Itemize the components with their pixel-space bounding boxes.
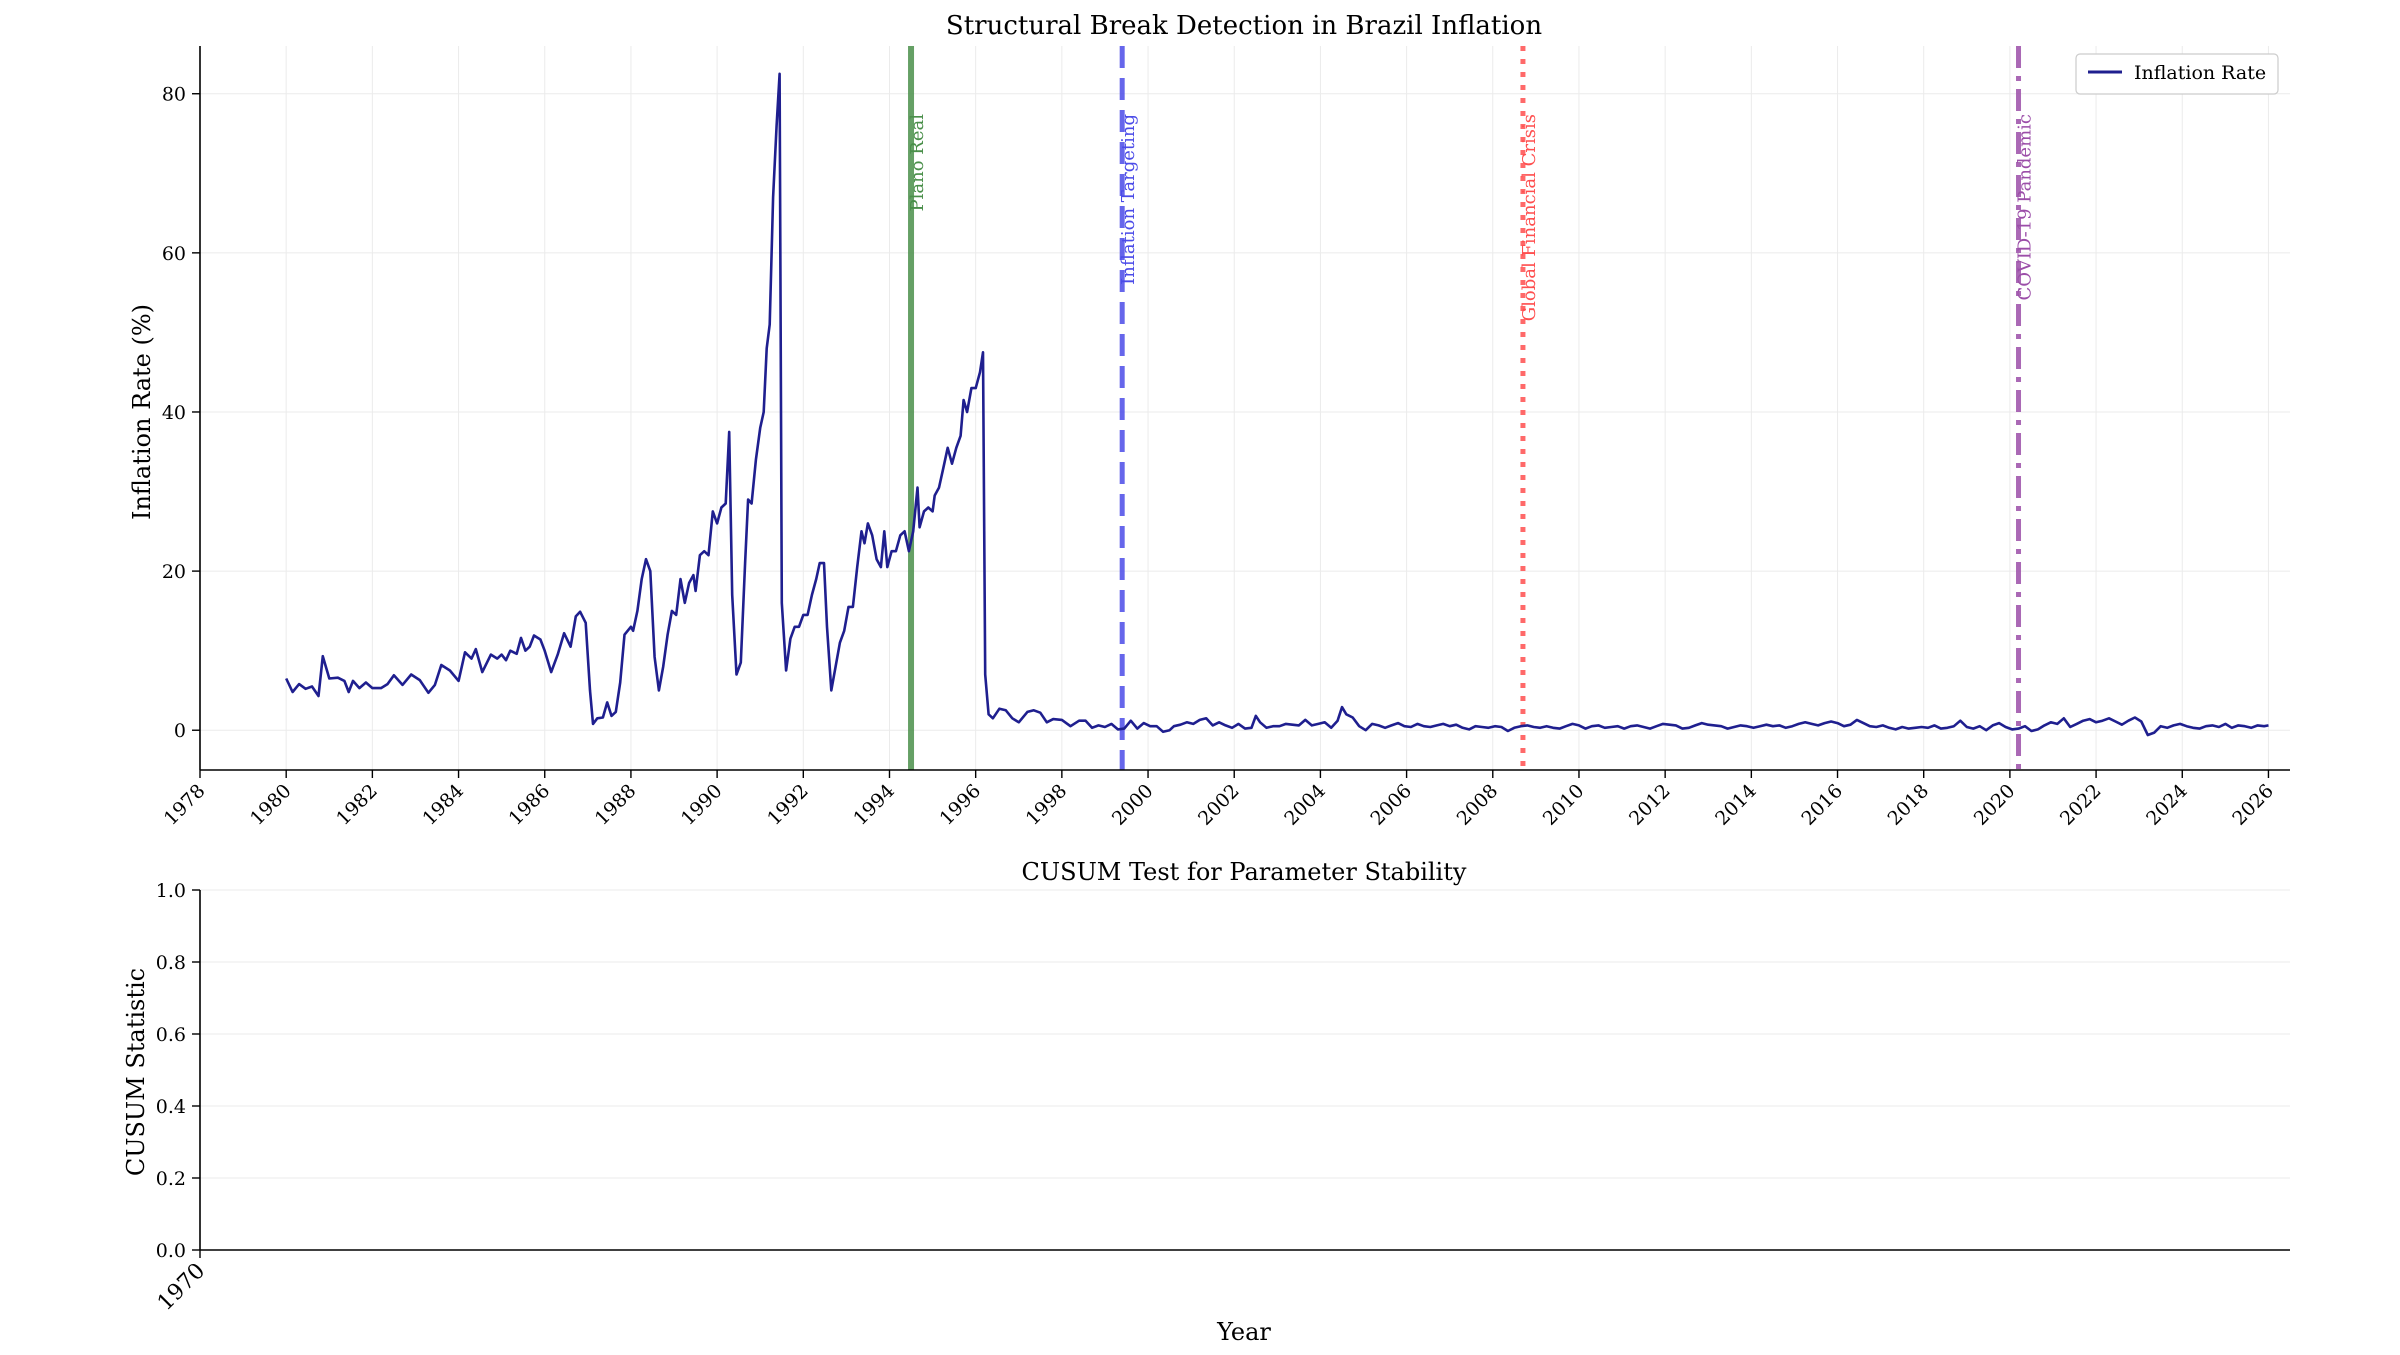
y-tick-label: 0.0: [156, 1240, 186, 1262]
y-tick-label: 0: [174, 720, 186, 742]
x-tick-label: 1996: [935, 780, 985, 830]
y-tick-label: 0.6: [156, 1024, 186, 1046]
inflation-chart-legend: Inflation Rate: [2075, 53, 2279, 95]
y-tick-label: 0.2: [156, 1168, 186, 1190]
event-label-plano-real: Plano Real: [907, 114, 928, 212]
inflation-series-group: [285, 72, 2269, 737]
inflation-chart-panel: Plano Real Inflation Targeting Global Fina…: [128, 11, 2290, 830]
x-tick-label: 2008: [1453, 780, 1503, 830]
y-tick-label: 20: [162, 561, 186, 583]
structural-break-lines: Plano Real Inflation Targeting Global Fina…: [907, 46, 2036, 770]
x-tick-label: 1984: [418, 780, 468, 830]
y-tick-label: 40: [162, 402, 186, 424]
y-tick-label: 1.0: [156, 880, 186, 902]
x-tick-label: 2006: [1366, 780, 1416, 830]
y-tick-label: 0.8: [156, 952, 186, 974]
x-tick-label: 1994: [849, 780, 899, 830]
cusum-chart-y-axis-label: CUSUM Statistic: [122, 968, 150, 1176]
x-tick-label: 1998: [1022, 780, 1072, 830]
cusum-chart-panel: 1970 0.0 0.2 0.4 0.6 0.8 1.0 CUSUM Test for P…: [122, 858, 2290, 1346]
x-tick-label: 2026: [2228, 780, 2278, 830]
cusum-chart-grid: [200, 889, 2290, 1251]
cusum-chart-title: CUSUM Test for Parameter Stability: [1022, 858, 1467, 886]
x-tick-label: 2004: [1280, 780, 1330, 830]
x-tick-label: 2014: [1711, 780, 1761, 830]
event-label-covid-19-pandemic: COVID-19 Pandemic: [2015, 114, 2036, 301]
y-tick-label: 80: [162, 84, 186, 106]
x-tick-label: 1970: [153, 1259, 210, 1316]
legend-frame: [2075, 53, 2279, 95]
y-tick-label: 60: [162, 243, 186, 265]
cusum-chart-x-axis-label: Year: [1216, 1318, 1271, 1346]
x-tick-label: 1978: [160, 780, 210, 830]
cusum-chart-axes: [199, 890, 2290, 1251]
x-tick-label: 1980: [246, 780, 296, 830]
x-tick-label: 1982: [332, 780, 382, 830]
x-tick-label: 2016: [1797, 780, 1847, 830]
y-tick-label: 0.4: [156, 1096, 186, 1118]
x-tick-label: 2000: [1108, 780, 1158, 830]
cusum-chart-y-ticks: 0.0 0.2 0.4 0.6 0.8 1.0: [156, 880, 200, 1262]
x-tick-label: 2022: [2056, 780, 2106, 830]
inflation-chart-title: Structural Break Detection in Brazil Inf…: [946, 11, 1542, 41]
x-tick-label: 1988: [591, 780, 641, 830]
x-tick-label: 2020: [1970, 780, 2020, 830]
x-tick-label: 2002: [1194, 780, 1244, 830]
series-line-inflation-rate: [285, 72, 2269, 737]
x-tick-label: 2024: [2142, 780, 2192, 830]
inflation-chart-x-ticks: 1978 1980 1982 1984 1986 1988 1990 1992 1994 1996…: [160, 770, 2278, 830]
x-tick-label: 1990: [677, 780, 727, 830]
event-label-inflation-targeting: Inflation Targeting: [1118, 114, 1139, 285]
x-tick-label: 1986: [505, 780, 555, 830]
x-tick-label: 2018: [1883, 780, 1933, 830]
inflation-chart-axes: [199, 46, 2290, 771]
inflation-chart-grid: [199, 46, 2290, 770]
inflation-chart-y-axis-label: Inflation Rate (%): [128, 304, 156, 520]
x-tick-label: 1992: [763, 780, 813, 830]
legend-label-inflation-rate: Inflation Rate: [2134, 62, 2266, 84]
x-tick-label: 2010: [1539, 780, 1589, 830]
inflation-chart-y-ticks: 0 20 40 60 80: [162, 84, 200, 742]
x-tick-label: 2012: [1625, 780, 1675, 830]
event-label-global-financial-crisis: Global Financial Crisis: [1519, 114, 1540, 321]
